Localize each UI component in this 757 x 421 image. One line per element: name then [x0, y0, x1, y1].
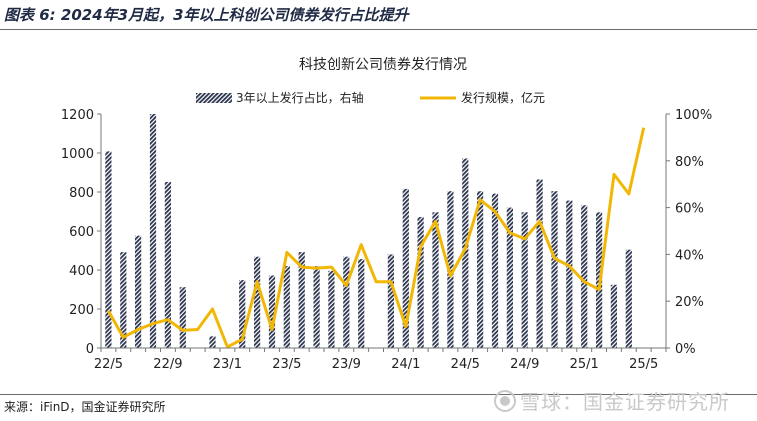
y-left-tick-label: 200 — [69, 303, 94, 318]
bar-23/10 — [358, 259, 365, 348]
y-left-tick-label: 800 — [69, 186, 94, 201]
y-left-tick-label: 0 — [86, 342, 94, 357]
y-right-tick-label: 40% — [675, 248, 704, 263]
bar-24/10 — [536, 179, 543, 348]
watermark: 雪球：国金证券研究所 — [494, 386, 730, 415]
bar-25/4 — [625, 249, 632, 348]
y-left-tick-label: 1000 — [61, 147, 94, 162]
snowball-logo-icon — [494, 390, 516, 412]
bar-23/2 — [239, 280, 246, 348]
x-tick-label: 24/5 — [451, 357, 480, 372]
bar-23/5 — [283, 266, 290, 348]
bar-23/12 — [387, 254, 394, 348]
bar-22/5 — [105, 151, 112, 348]
chart-legend: 3年以上发行占比，右轴 发行规模，亿元 — [196, 90, 545, 105]
bar-22/7 — [135, 235, 142, 348]
bar-22/12 — [209, 336, 216, 348]
bar-22/9 — [164, 181, 171, 348]
x-tick-label: 23/5 — [272, 357, 301, 372]
bar-22/6 — [120, 252, 127, 348]
bar-24/7 — [491, 193, 499, 348]
y-right-tick-label: 20% — [675, 295, 704, 310]
x-tick-label: 23/9 — [332, 357, 361, 372]
bar-24/9 — [521, 212, 528, 348]
bar-23/8 — [328, 270, 335, 348]
bar-25/1 — [581, 205, 588, 348]
bar-24/3 — [432, 212, 439, 348]
x-tick-label: 22/9 — [153, 357, 182, 372]
x-tick-label: 24/1 — [391, 357, 420, 372]
bar-24/12 — [566, 200, 573, 348]
title-rule — [0, 29, 757, 30]
bar-23/7 — [313, 266, 320, 348]
x-tick-label: 25/1 — [570, 357, 599, 372]
bar-24/4 — [447, 191, 454, 348]
axes: 0 200 400 600 800 1000 1200 0% 20% 40% 60% 80% 100% 2… — [61, 108, 712, 372]
figure-title: 图表 6: 2024年3月起，3年以上科创公司债券发行占比提升 — [4, 6, 409, 24]
x-tick-label: 24/9 — [510, 357, 539, 372]
bar-23/3 — [254, 256, 261, 348]
legend-bar-swatch — [196, 93, 232, 103]
watermark-text: 雪球：国金证券研究所 — [520, 390, 730, 414]
y-right-tick-label: 100% — [675, 108, 712, 123]
source-rule — [0, 394, 757, 395]
y-right-tick-label: 0% — [675, 342, 696, 357]
bar-24/5 — [462, 158, 469, 348]
bar-24/6 — [477, 191, 484, 348]
bar-24/8 — [506, 207, 513, 348]
bar-22/10 — [179, 287, 186, 348]
combo-chart: 科技创新公司债券发行情况 3年以上发行占比，右轴 发行规模，亿元 0 200 400… — [61, 57, 712, 372]
bar-23/9 — [343, 256, 350, 348]
y-left-tick-label: 400 — [69, 264, 94, 279]
legend-bar-label: 3年以上发行占比，右轴 — [236, 90, 364, 105]
y-left-tick-label: 600 — [69, 225, 94, 240]
line-series — [107, 127, 646, 349]
bar-series — [105, 114, 632, 348]
bar-23/4 — [268, 275, 276, 348]
x-tick-label: 22/5 — [94, 357, 123, 372]
bar-24/1 — [402, 188, 409, 348]
line-issuance-size — [107, 127, 646, 349]
bar-24/2 — [417, 217, 424, 348]
chart-title: 科技创新公司债券发行情况 — [299, 57, 467, 73]
bar-24/11 — [551, 191, 558, 348]
bar-23/6 — [298, 252, 305, 348]
y-right-tick-label: 80% — [675, 155, 704, 170]
bar-22/8 — [149, 114, 157, 348]
source-note: 来源：iFinD，国金证券研究所 — [4, 400, 166, 414]
x-tick-label: 23/1 — [213, 357, 242, 372]
legend-line-label: 发行规模，亿元 — [461, 90, 545, 105]
y-right-tick-label: 60% — [675, 202, 704, 217]
x-tick-label: 25/5 — [629, 357, 658, 372]
bar-25/3 — [610, 284, 617, 348]
y-left-tick-label: 1200 — [61, 108, 94, 123]
